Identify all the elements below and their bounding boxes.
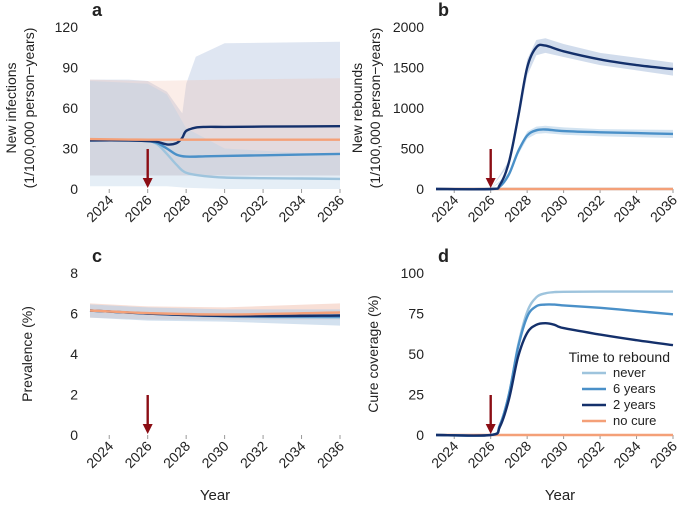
y-tick-label: 0	[70, 427, 78, 443]
uncertainty-band-6-years	[490, 125, 673, 189]
x-tick-label: 2032	[574, 192, 607, 225]
panel-c-label: c	[92, 246, 102, 266]
x-tick-label: 2036	[314, 438, 347, 471]
x-tick-label: 2026	[121, 438, 154, 471]
intervention-arrow-head	[485, 178, 496, 188]
y-tick-label: 75	[408, 306, 424, 322]
intervention-arrow-head	[485, 424, 496, 434]
x-tick-label: 2036	[314, 192, 347, 225]
series-line-2-years	[435, 322, 674, 437]
legend-title: Time to rebound	[569, 349, 670, 365]
panel-b: New rebounds (1/100,000 person−years) 0 500…	[349, 19, 680, 225]
y-tick-label: 0	[70, 181, 78, 197]
x-tick-label: 2030	[537, 438, 570, 471]
y-tick-label: 0	[416, 427, 424, 443]
x-tick-label: 2026	[121, 192, 154, 225]
panel-b-label: b	[438, 0, 449, 20]
x-tick-label: 2024	[428, 438, 461, 471]
y-tick-label: 30	[62, 141, 78, 157]
y-axis-title: Prevalence (%)	[19, 306, 35, 402]
x-tick-label: 2028	[501, 192, 534, 225]
x-tick-label: 2028	[160, 192, 193, 225]
x-tick-label: 2024	[428, 192, 461, 225]
x-tick-label: 2028	[501, 438, 534, 471]
x-tick-label: 2024	[83, 438, 116, 471]
series-line-no-cure	[89, 309, 341, 316]
x-tick-label: 2030	[537, 192, 570, 225]
x-tick-label: 2026	[464, 438, 497, 471]
x-axis-title-right: Year	[545, 487, 575, 504]
y-tick-label: 2	[70, 387, 78, 403]
series-line-2-years	[89, 125, 341, 146]
y-tick-label: 50	[408, 346, 424, 362]
panel-a: New infections (1/100,000 person−years) 0 3…	[3, 19, 347, 225]
series-line-6-years	[435, 128, 674, 191]
y-tick-label: 0	[416, 181, 424, 197]
y-tick-label: 8	[70, 265, 78, 281]
series-line-no-cure	[89, 137, 340, 141]
x-tick-label: 2034	[275, 192, 308, 225]
y-tick-label: 2000	[393, 19, 424, 35]
x-tick-label: 2034	[610, 438, 643, 471]
y-tick-label: 100	[401, 265, 425, 281]
intervention-arrow-head	[142, 424, 153, 434]
y-axis-title: New rebounds	[349, 63, 365, 153]
y-tick-label: 4	[70, 346, 78, 362]
x-tick-label: 2030	[198, 192, 231, 225]
uncertainty-band-never	[90, 81, 340, 189]
y-axis-title-units: (1/100,000 person−years)	[21, 28, 37, 189]
x-tick-label: 2034	[275, 438, 308, 471]
x-tick-label: 2034	[610, 192, 643, 225]
y-tick-label: 500	[401, 141, 425, 157]
y-tick-label: 60	[62, 100, 78, 116]
y-tick-label: 1500	[393, 60, 424, 76]
x-axis-title-left: Year	[200, 487, 230, 504]
y-tick-label: 90	[62, 60, 78, 76]
intervention-arrow-head	[142, 178, 153, 188]
x-tick-label: 2036	[647, 438, 680, 471]
x-tick-label: 2032	[237, 192, 270, 225]
y-tick-label: 6	[70, 306, 78, 322]
x-tick-label: 2032	[574, 438, 607, 471]
legend-label-2-years: 2 years	[613, 397, 656, 412]
panel-d-label: d	[438, 246, 449, 266]
y-axis-title: New infections	[3, 62, 19, 153]
x-tick-label: 2036	[647, 192, 680, 225]
x-tick-label: 2026	[464, 192, 497, 225]
y-tick-label: 25	[408, 387, 424, 403]
series-line-2-years	[435, 43, 674, 191]
x-tick-label: 2032	[237, 438, 270, 471]
x-tick-label: 2028	[160, 438, 193, 471]
x-tick-label: 2030	[198, 438, 231, 471]
panel-a-label: a	[92, 0, 103, 20]
legend-label-6-years: 6 years	[613, 381, 656, 396]
legend-label-never: never	[613, 365, 646, 380]
y-axis-title-units: (1/100,000 person−years)	[367, 28, 383, 189]
legend-label-no-cure: no cure	[613, 413, 656, 428]
y-tick-label: 120	[55, 19, 79, 35]
x-tick-label: 2024	[83, 192, 116, 225]
y-tick-label: 1000	[393, 100, 424, 116]
y-axis-title: Cure coverage (%)	[365, 295, 381, 413]
